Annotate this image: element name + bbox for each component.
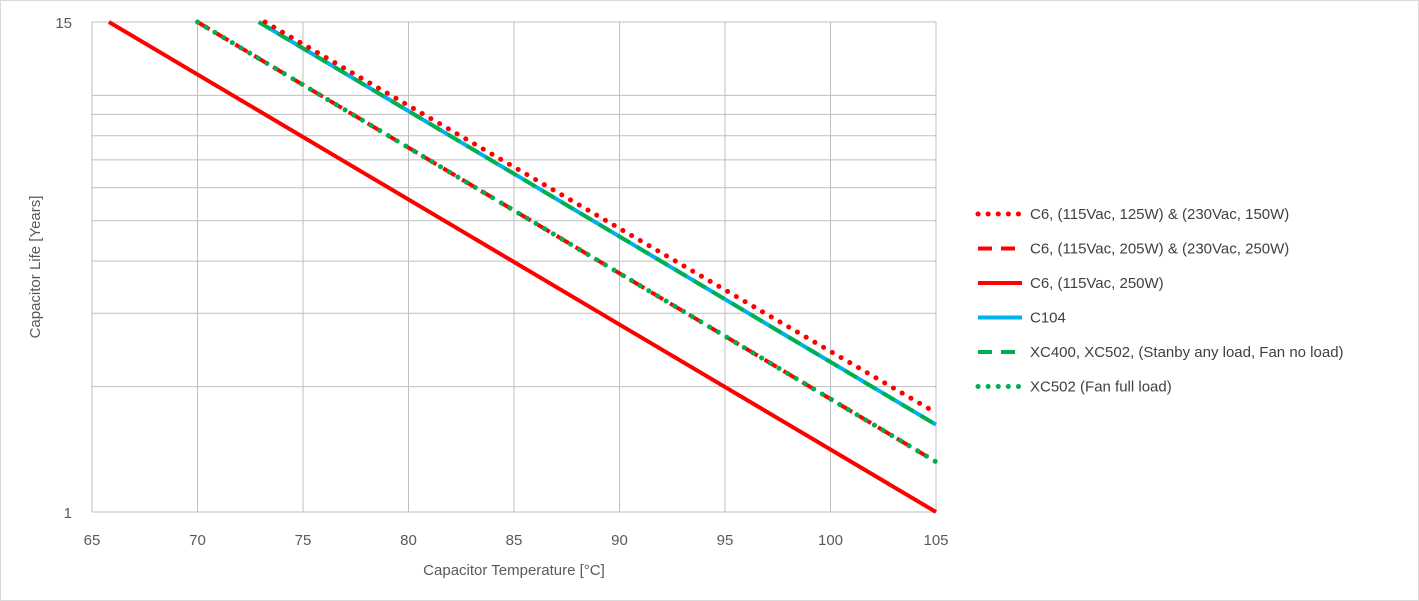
legend-label-2: C6, (115Vac, 205W) & (230Vac, 250W): [1030, 241, 1289, 258]
y-tick-label: 15: [55, 15, 72, 32]
legend-label-5: XC400, XC502, (Stanby any load, Fan no l…: [1030, 344, 1344, 361]
x-tick-label: 105: [923, 532, 948, 549]
x-tick-label: 95: [717, 532, 734, 549]
legend-label-4: C104: [1030, 310, 1066, 327]
series-line-6: [195, 19, 939, 465]
x-tick-label: 70: [189, 532, 206, 549]
series-layer: [107, 19, 939, 514]
legend-label-3: C6, (115Vac, 250W): [1030, 275, 1164, 292]
legend-label-6: XC502 (Fan full load): [1030, 379, 1172, 396]
y-tick-labels: 1 15: [55, 15, 72, 522]
x-tick-label: 90: [611, 532, 628, 549]
x-tick-label: 85: [506, 532, 523, 549]
x-tick-label: 65: [84, 532, 101, 549]
series-line-3: [107, 20, 938, 514]
y-tick-label: 1: [64, 505, 72, 522]
x-axis-title: Capacitor Temperature [°C]: [423, 562, 605, 579]
x-tick-label: 100: [818, 532, 843, 549]
x-tick-label: 75: [295, 532, 312, 549]
legend: C6, (115Vac, 125W) & (230Vac, 150W) C6, (…: [975, 206, 1344, 396]
gridlines: [91, 21, 937, 513]
x-tick-label: 80: [400, 532, 417, 549]
legend-label-1: C6, (115Vac, 125W) & (230Vac, 150W): [1030, 206, 1289, 223]
series-line-1: [262, 19, 939, 416]
x-tick-labels: 65 70 75 80 85 90 95 100 105: [84, 532, 949, 549]
y-axis-title: Capacitor Life [Years]: [27, 196, 44, 339]
series-line-4: [257, 20, 938, 427]
